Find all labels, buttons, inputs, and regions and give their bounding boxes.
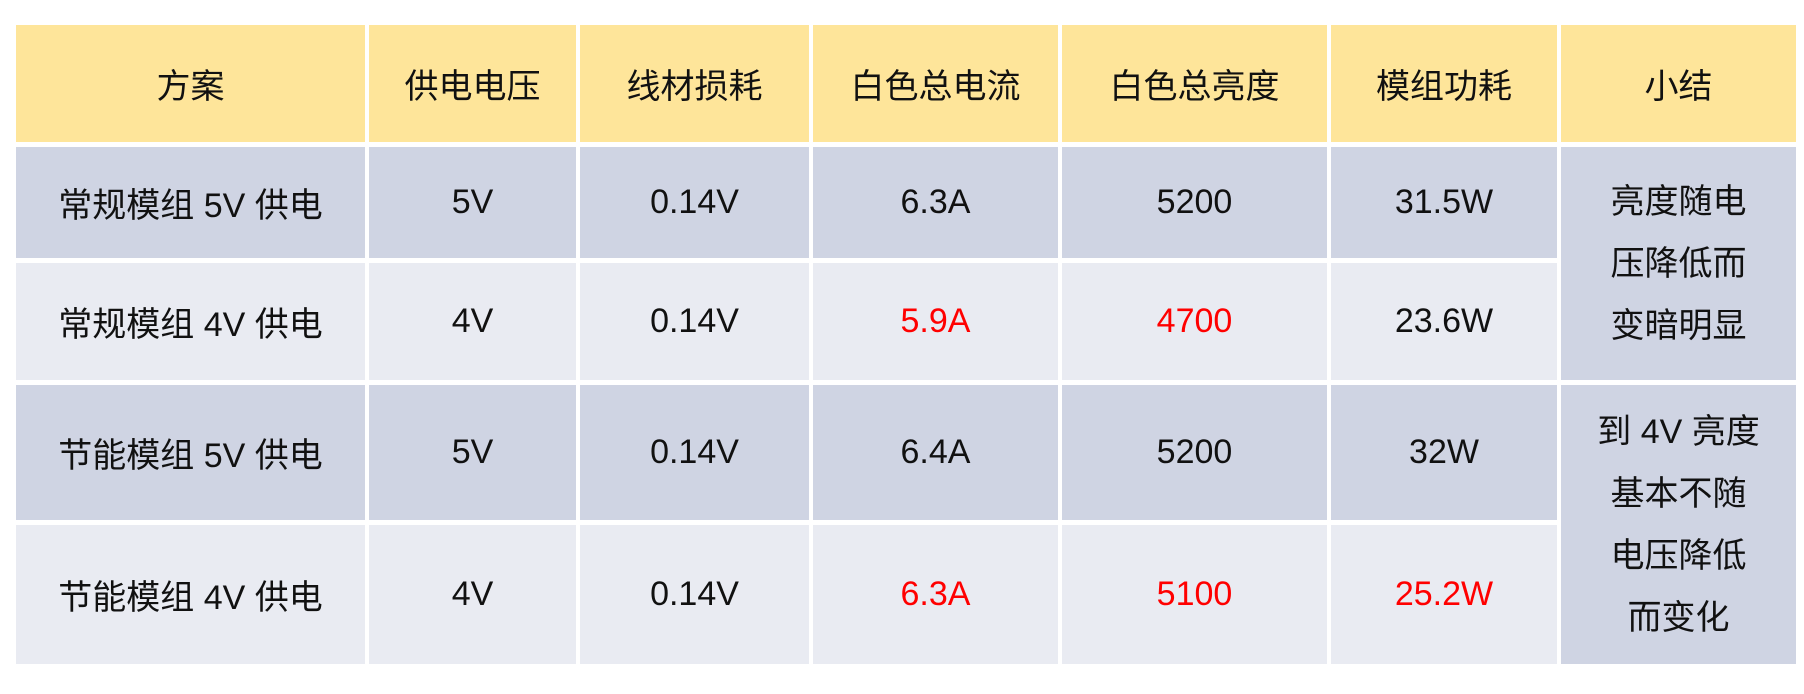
summary-line: 压降低而 [1610,244,1747,283]
table-cell: 5V [369,385,576,520]
table-cell: 6.3A [813,525,1058,664]
table-cell: 25.2W [1331,525,1557,664]
summary-line: 而变化 [1627,598,1730,637]
table-cell: 23.6W [1331,263,1557,380]
table-cell: 5200 [1062,385,1327,520]
header-cell: 白色总电流 [813,25,1058,142]
summary-line: 电压降低 [1610,536,1747,575]
summary-line: 到 4V 亮度 [1597,412,1760,451]
summary-cell: 到 4V 亮度 基本不随电压降低而变化 [1561,385,1796,664]
table-cell: 0.14V [580,147,809,258]
table-cell: 5.9A [813,263,1058,380]
summary-line: 基本不随 [1610,474,1747,513]
header-cell: 供电电压 [369,25,576,142]
header-cell: 线材损耗 [580,25,809,142]
table-cell: 5100 [1062,525,1327,664]
comparison-table: 方案 供电电压 线材损耗 白色总电流 白色总亮度 模组功耗 小结 常规模组 5V 供电 5V 0.… [16,25,1796,664]
table-cell: 4V [369,525,576,664]
table-cell: 0.14V [580,263,809,380]
table-cell: 4700 [1062,263,1327,380]
table-cell: 0.14V [580,525,809,664]
table-cell: 5200 [1062,147,1327,258]
header-cell: 模组功耗 [1331,25,1557,142]
table-cell: 5V [369,147,576,258]
table-cell: 常规模组 4V 供电 [16,263,365,380]
table-cell: 4V [369,263,576,380]
header-cell: 白色总亮度 [1062,25,1327,142]
table-cell: 31.5W [1331,147,1557,258]
table-cell: 节能模组 4V 供电 [16,525,365,664]
table-cell: 6.4A [813,385,1058,520]
table-cell: 32W [1331,385,1557,520]
summary-line: 变暗明显 [1610,306,1747,345]
summary-cell: 亮度随电压降低而变暗明显 [1561,147,1796,380]
table-cell: 6.3A [813,147,1058,258]
table-cell: 节能模组 5V 供电 [16,385,365,520]
header-cell: 小结 [1561,25,1796,142]
table-cell: 常规模组 5V 供电 [16,147,365,258]
header-cell: 方案 [16,25,365,142]
summary-line: 亮度随电 [1610,182,1747,221]
table-cell: 0.14V [580,385,809,520]
